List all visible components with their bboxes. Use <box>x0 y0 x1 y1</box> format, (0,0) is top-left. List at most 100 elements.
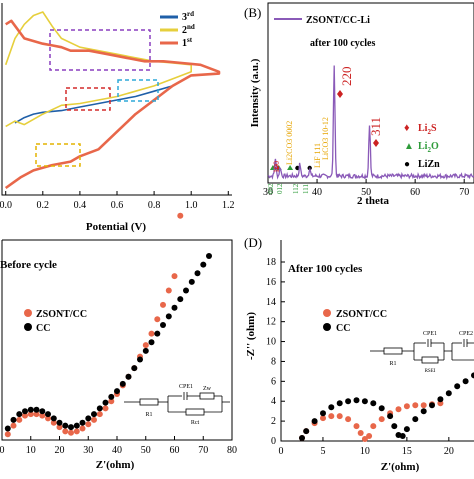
panel-d-xtick-label: 15 <box>402 446 412 457</box>
eis-point-c-zsontcc <box>102 405 109 412</box>
panel-c-xtick-label: 60 <box>170 445 180 456</box>
phase-label-002: 002 <box>267 183 275 194</box>
eis-point-c-cc <box>154 330 161 337</box>
panel-d-ytick-label: 2 <box>271 416 276 427</box>
panel-c-xtick-label: 20 <box>55 445 65 456</box>
panel-a-legend: 3rd 2nd 1st <box>160 10 195 49</box>
eis-point-c-cc <box>56 419 63 426</box>
panel-c-legend: ZSONT/CC CC <box>24 309 87 334</box>
phase-marker-li2o <box>287 165 294 170</box>
phase-label-012: 012 <box>276 183 284 194</box>
panel-d-ytick-label: 14 <box>266 297 276 308</box>
eis-point-d-cc <box>454 383 461 390</box>
panel-d-xlabel: Z'(ohm) <box>381 461 420 473</box>
panel-b-xtick-label: 40 <box>312 187 322 198</box>
eis-point-d-cc <box>403 426 410 433</box>
panel-a-xtick-label: 0.2 <box>37 200 50 211</box>
eis-point-c-zsontcc <box>96 411 103 418</box>
eis-point-d-zsontcc <box>366 433 373 439</box>
eis-point-c-cc <box>50 415 57 422</box>
circuit-d-r1: R1 <box>389 361 396 367</box>
eis-point-d-zsontcc <box>361 436 368 442</box>
eis-point-c-zsontcc <box>56 424 63 431</box>
eis-point-c-cc <box>27 406 34 413</box>
panel-d-xtick-label: 0 <box>279 446 284 457</box>
panel-c-xtick-label: 0 <box>0 445 5 456</box>
phase-label-100: 100 <box>272 161 281 173</box>
cv-curve-1st <box>4 19 221 190</box>
eis-point-c-zsontcc <box>68 429 74 436</box>
eis-point-d-zsontcc <box>328 413 335 420</box>
highlight-box-cyan <box>117 79 159 102</box>
eis-point-c-cc <box>45 411 51 418</box>
circuit-d-cpe1: CPE1 <box>423 331 437 337</box>
circuit-diagram-d <box>370 339 474 364</box>
eis-point-c-cc <box>10 416 17 423</box>
panel-d-xtick-label: 5 <box>320 446 325 457</box>
panel-d-ytick-label: 0 <box>271 436 276 447</box>
panel-b-frame <box>267 2 474 184</box>
eis-point-d-zsontcc <box>412 402 419 409</box>
circuit-diagram-c <box>124 392 230 416</box>
eis-point-c-cc <box>62 422 69 429</box>
eis-point-c-cc <box>200 261 207 268</box>
eis-point-c-cc <box>39 408 46 415</box>
panel-c-xtick-label: 80 <box>227 445 237 456</box>
eis-point-c-zsontcc <box>27 411 34 418</box>
legend-marker-cc-c <box>24 323 32 331</box>
panel-a: 0.0 0.2 0.4 0.6 0.8 1.0 1.2 Potential (V) 3rd … <box>0 3 235 233</box>
eis-point-c-zsontcc <box>62 428 69 435</box>
panel-b-xtick-label: 70 <box>459 187 469 198</box>
panel-d-ytick-label: 8 <box>271 356 276 367</box>
circuit-d-rsei: RSEI <box>425 369 436 374</box>
eis-point-c-zsontcc <box>108 398 115 405</box>
panel-a-xtick-label: 0.4 <box>74 200 87 211</box>
eis-point-d-cc <box>412 416 419 423</box>
eis-point-d-cc <box>370 400 377 407</box>
eis-point-d-cc <box>311 418 318 425</box>
eis-point-d-zsontcc <box>395 406 402 413</box>
xrd-line <box>267 65 474 181</box>
panel-a-xtick-label: 1.2 <box>222 200 235 211</box>
peak-label-311: 311 <box>368 117 383 136</box>
eis-point-d-zsontcc <box>320 415 326 422</box>
eis-point-c-zsontcc <box>73 428 80 435</box>
eis-point-c-cc <box>68 424 74 431</box>
eis-point-c-cc <box>183 287 189 294</box>
panel-d-title: After 100 cycles <box>288 263 363 275</box>
phase-label-lif: LiF 111 <box>313 143 322 168</box>
eis-point-c-cc <box>171 304 178 311</box>
panel-c-xtick-label: 10 <box>26 445 36 456</box>
panel-c-xlabel: Z'(ohm) <box>96 459 135 471</box>
panel-b-xtick-label: 30 <box>263 187 273 198</box>
eis-point-d-cc <box>328 404 335 411</box>
cv-curve-3rd <box>14 85 173 124</box>
legend-label-2nd: 2nd <box>182 23 195 36</box>
panel-c-xtick-label: 70 <box>198 445 208 456</box>
eis-point-d-cc <box>420 408 427 415</box>
eis-point-d-cc <box>299 435 305 441</box>
panel-d-ylabel: -Z'' (ohm) <box>245 312 257 360</box>
eis-point-c-cc <box>73 422 80 429</box>
eis-point-c-zsontcc <box>154 316 161 323</box>
eis-point-d-zsontcc <box>420 402 427 409</box>
panel-d: (D) 0 5 10 15 20 0 2 4 6 8 10 12 14 16 18 After 100 cy… <box>244 235 474 473</box>
eis-point-c-zsontcc <box>50 419 57 426</box>
eis-point-c-cc <box>102 399 109 406</box>
phase-label-112: 112 <box>292 183 300 194</box>
eis-point-d-cc <box>391 423 398 430</box>
eis-point-c-cc <box>194 270 201 277</box>
panel-a-xtick-label: 0.6 <box>111 200 124 211</box>
eis-point-c-cc <box>108 393 115 400</box>
circuit-c-rct: Rct <box>191 420 200 426</box>
eis-point-d-cc <box>445 390 452 397</box>
panel-a-xlabel: Potential (V) <box>86 221 147 233</box>
key-marker-lizn: ● <box>404 159 410 170</box>
legend-marker-cc-d <box>323 323 331 331</box>
circuit-c-zw: Zw <box>203 386 212 392</box>
eis-point-c-cc <box>4 425 11 432</box>
panel-d-ytick-label: 4 <box>271 396 276 407</box>
eis-point-d-cc <box>353 397 360 404</box>
legend-label-zsont-c: ZSONT/CC <box>36 309 87 320</box>
